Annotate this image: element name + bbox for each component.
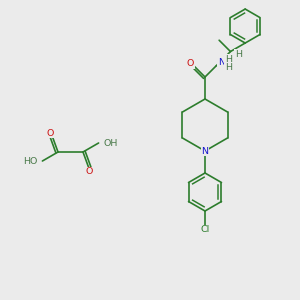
Text: OH: OH bbox=[103, 139, 118, 148]
Text: O: O bbox=[187, 59, 194, 68]
Text: O: O bbox=[46, 129, 54, 138]
Text: H: H bbox=[235, 50, 242, 59]
Text: O: O bbox=[85, 167, 93, 176]
Text: N: N bbox=[202, 146, 208, 155]
Text: N: N bbox=[218, 58, 225, 67]
Text: H: H bbox=[225, 55, 232, 64]
Text: Cl: Cl bbox=[200, 226, 210, 235]
Text: HO: HO bbox=[23, 157, 38, 166]
Text: H: H bbox=[225, 63, 232, 72]
